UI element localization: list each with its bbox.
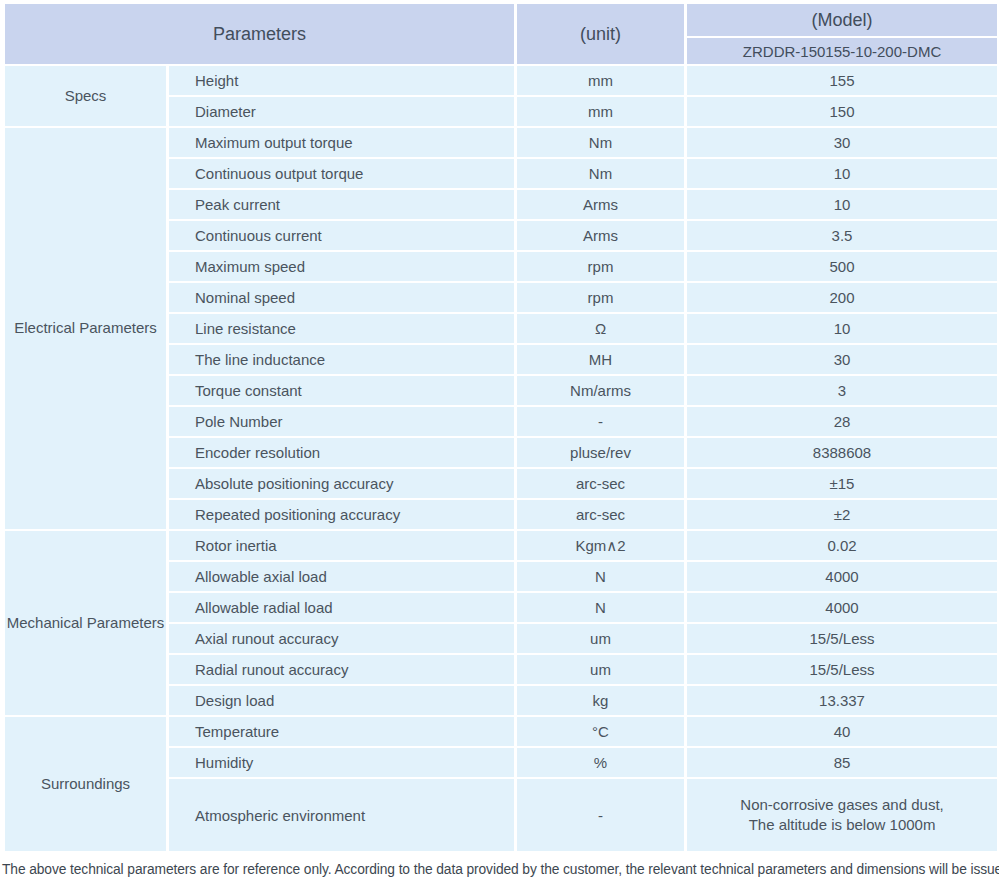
group-cell-specs: Specs — [4, 65, 168, 127]
value-cell: 10 — [686, 313, 999, 344]
group-cell-mechanical: Mechanical Parameters — [4, 530, 168, 716]
value-cell: 500 — [686, 251, 999, 282]
value-cell: 85 — [686, 747, 999, 778]
value-cell: 15/5/Less — [686, 623, 999, 654]
param-cell: Diameter — [168, 96, 516, 127]
value-cell: ±15 — [686, 468, 999, 499]
value-cell: 200 — [686, 282, 999, 313]
value-cell: 4000 — [686, 561, 999, 592]
unit-cell: Kgm∧2 — [516, 530, 686, 561]
table-row: Electrical Parameters Maximum output tor… — [4, 127, 999, 158]
param-cell: Allowable radial load — [168, 592, 516, 623]
param-cell: Torque constant — [168, 375, 516, 406]
value-cell: 0.02 — [686, 530, 999, 561]
param-cell: Continuous current — [168, 220, 516, 251]
value-cell: 30 — [686, 127, 999, 158]
value-cell: 28 — [686, 406, 999, 437]
footer-note: The above technical parameters are for r… — [2, 862, 997, 877]
param-cell: Encoder resolution — [168, 437, 516, 468]
param-cell: Absolute positioning accuracy — [168, 468, 516, 499]
value-cell: 155 — [686, 65, 999, 96]
param-cell: Pole Number — [168, 406, 516, 437]
unit-cell: arc-sec — [516, 468, 686, 499]
unit-cell: - — [516, 406, 686, 437]
param-cell: Humidity — [168, 747, 516, 778]
unit-cell: Ω — [516, 313, 686, 344]
param-cell: Continuous output torque — [168, 158, 516, 189]
unit-cell: Nm/arms — [516, 375, 686, 406]
unit-cell: kg — [516, 685, 686, 716]
unit-cell: Nm — [516, 158, 686, 189]
table-row: Specs Height mm 155 — [4, 65, 999, 96]
unit-cell: N — [516, 561, 686, 592]
unit-cell: rpm — [516, 282, 686, 313]
param-cell: Line resistance — [168, 313, 516, 344]
unit-cell: N — [516, 592, 686, 623]
unit-cell: - — [516, 778, 686, 852]
unit-cell: um — [516, 654, 686, 685]
param-cell: Maximum speed — [168, 251, 516, 282]
value-cell: 30 — [686, 344, 999, 375]
value-cell: Non-corrosive gases and dust, The altitu… — [686, 778, 999, 852]
value-cell: 8388608 — [686, 437, 999, 468]
unit-cell: arc-sec — [516, 499, 686, 530]
group-cell-electrical: Electrical Parameters — [4, 127, 168, 530]
param-cell: Repeated positioning accuracy — [168, 499, 516, 530]
unit-cell: mm — [516, 65, 686, 96]
unit-cell: Arms — [516, 220, 686, 251]
value-cell: 3.5 — [686, 220, 999, 251]
unit-cell: rpm — [516, 251, 686, 282]
header-unit: (unit) — [516, 3, 686, 65]
param-cell: Temperature — [168, 716, 516, 747]
param-cell: Radial runout accuracy — [168, 654, 516, 685]
unit-cell: °C — [516, 716, 686, 747]
unit-cell: MH — [516, 344, 686, 375]
param-cell: Rotor inertia — [168, 530, 516, 561]
param-cell: Atmospheric environment — [168, 778, 516, 852]
table-header: Parameters (unit) (Model) ZRDDR-150155-1… — [4, 3, 999, 65]
unit-cell: mm — [516, 96, 686, 127]
param-cell: Peak current — [168, 189, 516, 220]
table-body: Specs Height mm 155 Diameter mm 150 Elec… — [4, 65, 999, 852]
param-cell: Axial runout accuracy — [168, 623, 516, 654]
value-cell: 10 — [686, 158, 999, 189]
table-row: Mechanical Parameters Rotor inertia Kgm∧… — [4, 530, 999, 561]
value-cell: 3 — [686, 375, 999, 406]
spec-table: Parameters (unit) (Model) ZRDDR-150155-1… — [2, 2, 999, 853]
unit-cell: Arms — [516, 189, 686, 220]
header-parameters: Parameters — [4, 3, 516, 65]
unit-cell: pluse/rev — [516, 437, 686, 468]
value-cell: 4000 — [686, 592, 999, 623]
param-cell: Height — [168, 65, 516, 96]
unit-cell: % — [516, 747, 686, 778]
param-cell: Maximum output torque — [168, 127, 516, 158]
value-cell: 150 — [686, 96, 999, 127]
param-cell: Design load — [168, 685, 516, 716]
header-model-code: ZRDDR-150155-10-200-DMC — [686, 37, 999, 65]
value-cell: 13.337 — [686, 685, 999, 716]
value-cell: 40 — [686, 716, 999, 747]
param-cell: Allowable axial load — [168, 561, 516, 592]
value-cell: 10 — [686, 189, 999, 220]
param-cell: Nominal speed — [168, 282, 516, 313]
header-model: (Model) — [686, 3, 999, 37]
param-cell: The line inductance — [168, 344, 516, 375]
unit-cell: um — [516, 623, 686, 654]
unit-cell: Nm — [516, 127, 686, 158]
value-cell: ±2 — [686, 499, 999, 530]
group-cell-surroundings: Surroundings — [4, 716, 168, 852]
value-cell: 15/5/Less — [686, 654, 999, 685]
spec-sheet-page: Parameters (unit) (Model) ZRDDR-150155-1… — [0, 0, 999, 879]
table-row: Surroundings Temperature °C 40 — [4, 716, 999, 747]
